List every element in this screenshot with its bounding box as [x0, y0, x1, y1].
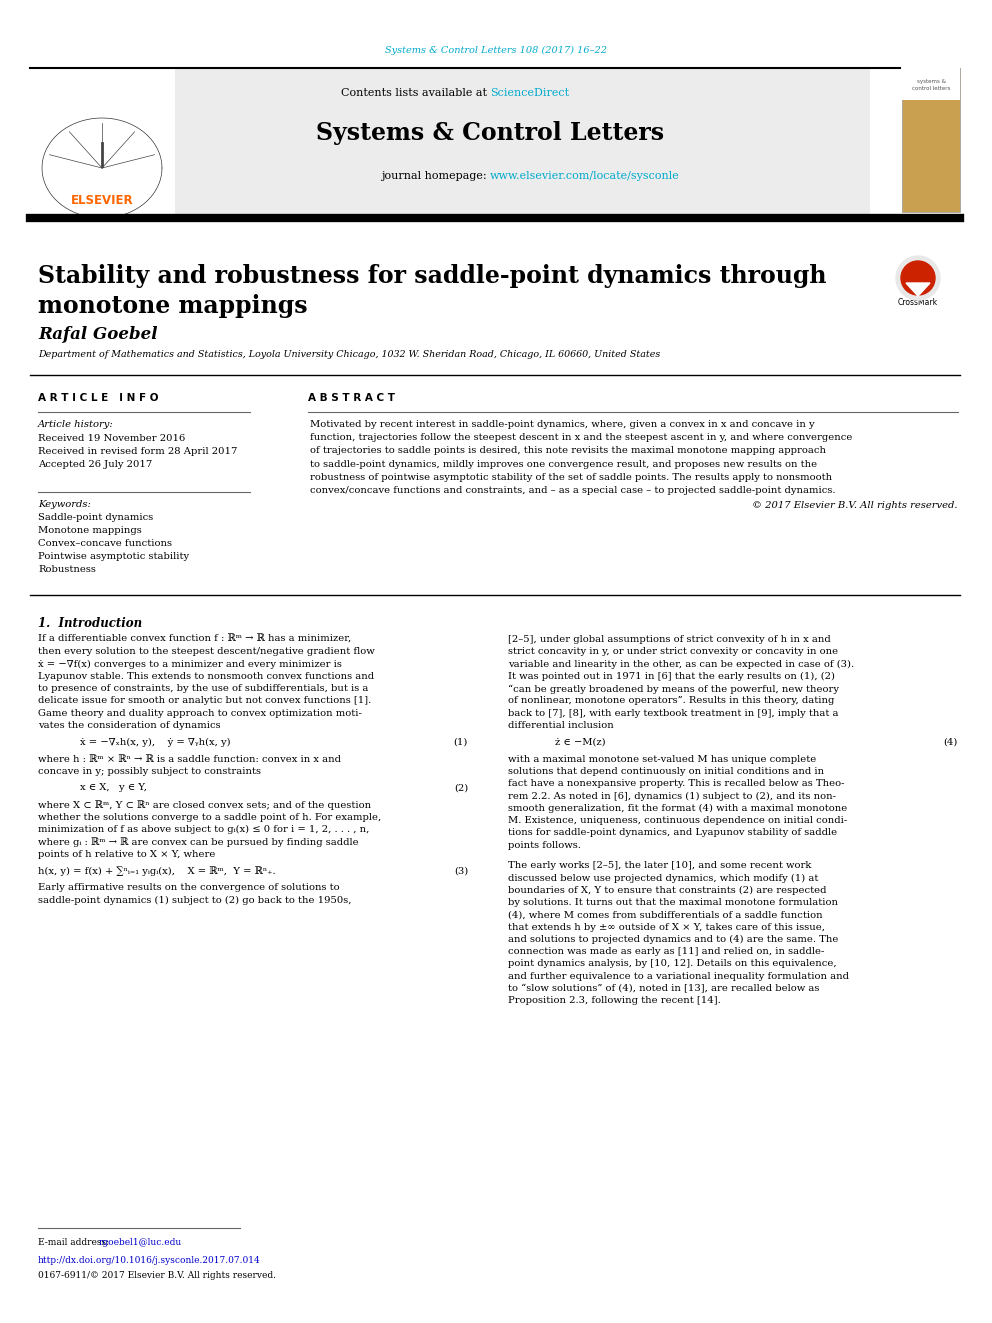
- Text: where X ⊂ ℝᵐ, Y ⊂ ℝⁿ are closed convex sets; and of the question: where X ⊂ ℝᵐ, Y ⊂ ℝⁿ are closed convex s…: [38, 800, 371, 810]
- Text: whether the solutions converge to a saddle point of h. For example,: whether the solutions converge to a sadd…: [38, 812, 381, 822]
- Text: Game theory and duality approach to convex optimization moti-: Game theory and duality approach to conv…: [38, 709, 362, 718]
- Text: with a maximal monotone set-valued M has unique complete: with a maximal monotone set-valued M has…: [508, 754, 816, 763]
- Text: The early works [2–5], the later [10], and some recent work: The early works [2–5], the later [10], a…: [508, 861, 811, 871]
- Text: that extends h by ±∞ outside of X × Y, takes care of this issue,: that extends h by ±∞ outside of X × Y, t…: [508, 922, 825, 931]
- Text: point dynamics analysis, by [10, 12]. Details on this equivalence,: point dynamics analysis, by [10, 12]. De…: [508, 959, 836, 968]
- Text: Early affirmative results on the convergence of solutions to: Early affirmative results on the converg…: [38, 884, 339, 893]
- Text: convex/concave functions and constraints, and – as a special case – to projected: convex/concave functions and constraints…: [310, 486, 835, 495]
- Text: then every solution to the steepest descent/negative gradient flow: then every solution to the steepest desc…: [38, 647, 375, 656]
- Text: © 2017 Elsevier B.V. All rights reserved.: © 2017 Elsevier B.V. All rights reserved…: [752, 501, 957, 511]
- Text: 1.  Introduction: 1. Introduction: [38, 617, 142, 630]
- Text: Article history:: Article history:: [38, 419, 114, 429]
- Text: strict concavity in y, or under strict convexity or concavity in one: strict concavity in y, or under strict c…: [508, 647, 838, 656]
- Bar: [30, 67, 175, 216]
- Text: connection was made as early as [11] and relied on, in saddle-: connection was made as early as [11] and…: [508, 947, 824, 957]
- Text: to saddle-point dynamics, mildly improves one convergence result, and proposes n: to saddle-point dynamics, mildly improve…: [310, 459, 817, 468]
- Text: of trajectories to saddle points is desired, this note revisits the maximal mono: of trajectories to saddle points is desi…: [310, 446, 826, 455]
- Text: (1): (1): [453, 737, 468, 746]
- Text: Convex–concave functions: Convex–concave functions: [38, 538, 172, 548]
- Circle shape: [901, 261, 935, 295]
- Text: differential inclusion: differential inclusion: [508, 721, 614, 730]
- Text: “can be greatly broadened by means of the powerful, new theory: “can be greatly broadened by means of th…: [508, 684, 839, 693]
- Text: concave in y; possibly subject to constraints: concave in y; possibly subject to constr…: [38, 767, 261, 777]
- Text: x ∈ X,   y ∈ Y,: x ∈ X, y ∈ Y,: [80, 783, 147, 792]
- Text: (2): (2): [453, 783, 468, 792]
- Text: ScienceDirect: ScienceDirect: [490, 89, 569, 98]
- Text: Rafal Goebel: Rafal Goebel: [38, 325, 158, 343]
- Text: ẋ = −∇f(x) converges to a minimizer and every minimizer is: ẋ = −∇f(x) converges to a minimizer and …: [38, 660, 342, 668]
- Text: boundaries of X, Y to ensure that constraints (2) are respected: boundaries of X, Y to ensure that constr…: [508, 885, 826, 894]
- Text: saddle-point dynamics (1) subject to (2) go back to the 1950s,: saddle-point dynamics (1) subject to (2)…: [38, 896, 351, 905]
- Text: Motivated by recent interest in saddle-point dynamics, where, given a convex in : Motivated by recent interest in saddle-p…: [310, 419, 814, 429]
- Text: of nonlinear, monotone operators”. Results in this theory, dating: of nonlinear, monotone operators”. Resul…: [508, 696, 834, 705]
- Text: Received 19 November 2016: Received 19 November 2016: [38, 434, 186, 443]
- Text: solutions that depend continuously on initial conditions and in: solutions that depend continuously on in…: [508, 767, 824, 777]
- Text: Accepted 26 July 2017: Accepted 26 July 2017: [38, 460, 152, 468]
- Text: systems &
control letters: systems & control letters: [912, 79, 950, 90]
- Text: Robustness: Robustness: [38, 565, 96, 574]
- Text: www.elsevier.com/locate/sysconle: www.elsevier.com/locate/sysconle: [490, 171, 680, 181]
- Text: fact have a nonexpansive property. This is recalled below as Theo-: fact have a nonexpansive property. This …: [508, 779, 844, 789]
- Text: ẋ = −∇ₓh(x, y),    ẏ = ∇ᵧh(x, y): ẋ = −∇ₓh(x, y), ẏ = ∇ᵧh(x, y): [80, 737, 230, 746]
- Text: A B S T R A C T: A B S T R A C T: [308, 393, 395, 404]
- Text: and further equivalence to a variational inequality formulation and: and further equivalence to a variational…: [508, 972, 849, 980]
- Text: function, trajectories follow the steepest descent in x and the steepest ascent : function, trajectories follow the steepe…: [310, 433, 852, 442]
- Text: vates the consideration of dynamics: vates the consideration of dynamics: [38, 721, 220, 730]
- Text: http://dx.doi.org/10.1016/j.sysconle.2017.07.014: http://dx.doi.org/10.1016/j.sysconle.201…: [38, 1256, 261, 1265]
- Text: Pointwise asymptotic stability: Pointwise asymptotic stability: [38, 552, 189, 561]
- Text: h(x, y) = f(x) + ∑ⁿᵢ₌₁ yᵢgᵢ(x),    X = ℝᵐ,  Y = ℝⁿ₊.: h(x, y) = f(x) + ∑ⁿᵢ₌₁ yᵢgᵢ(x), X = ℝᵐ, …: [38, 867, 276, 876]
- Text: minimization of f as above subject to gᵢ(x) ≤ 0 for i = 1, 2, . . . , n,: minimization of f as above subject to gᵢ…: [38, 826, 369, 835]
- Text: back to [7], [8], with early textbook treatment in [9], imply that a: back to [7], [8], with early textbook tr…: [508, 709, 838, 718]
- Text: (3): (3): [453, 867, 468, 875]
- Text: and solutions to projected dynamics and to (4) are the same. The: and solutions to projected dynamics and …: [508, 935, 838, 945]
- Text: Lyapunov stable. This extends to nonsmooth convex functions and: Lyapunov stable. This extends to nonsmoo…: [38, 672, 374, 681]
- Text: to “slow solutions” of (4), noted in [13], are recalled below as: to “slow solutions” of (4), noted in [13…: [508, 984, 819, 994]
- Text: where h : ℝᵐ × ℝⁿ → ℝ is a saddle function: convex in x and: where h : ℝᵐ × ℝⁿ → ℝ is a saddle functi…: [38, 754, 341, 763]
- Text: [2–5], under global assumptions of strict convexity of h in x and: [2–5], under global assumptions of stric…: [508, 635, 830, 644]
- Text: journal homepage:: journal homepage:: [381, 171, 490, 181]
- Text: (4): (4): [943, 737, 958, 746]
- Text: Department of Mathematics and Statistics, Loyola University Chicago, 1032 W. She: Department of Mathematics and Statistics…: [38, 351, 661, 359]
- Text: Contents lists available at: Contents lists available at: [340, 89, 490, 98]
- Text: CrossMark: CrossMark: [898, 298, 938, 307]
- Text: Keywords:: Keywords:: [38, 500, 91, 509]
- Bar: [30, 67, 870, 216]
- Text: A R T I C L E   I N F O: A R T I C L E I N F O: [38, 393, 159, 404]
- Text: (4), where M comes from subdifferentials of a saddle function: (4), where M comes from subdifferentials…: [508, 910, 822, 919]
- Text: Stability and robustness for saddle-point dynamics through
monotone mappings: Stability and robustness for saddle-poin…: [38, 265, 826, 318]
- Text: tions for saddle-point dynamics, and Lyapunov stability of saddle: tions for saddle-point dynamics, and Lya…: [508, 828, 837, 837]
- Text: E-mail address:: E-mail address:: [38, 1238, 112, 1248]
- Text: If a differentiable convex function f : ℝᵐ → ℝ has a minimizer,: If a differentiable convex function f : …: [38, 635, 351, 644]
- Text: to presence of constraints, by the use of subdifferentials, but is a: to presence of constraints, by the use o…: [38, 684, 368, 693]
- Text: Proposition 2.3, following the recent [14].: Proposition 2.3, following the recent [1…: [508, 996, 721, 1005]
- Text: M. Existence, uniqueness, continuous dependence on initial condi-: M. Existence, uniqueness, continuous dep…: [508, 816, 847, 826]
- Text: Monotone mappings: Monotone mappings: [38, 527, 142, 534]
- Text: 0167-6911/© 2017 Elsevier B.V. All rights reserved.: 0167-6911/© 2017 Elsevier B.V. All right…: [38, 1271, 276, 1279]
- Text: ELSEVIER: ELSEVIER: [70, 193, 133, 206]
- Circle shape: [896, 255, 940, 300]
- Text: points follows.: points follows.: [508, 841, 581, 849]
- Text: ż ∈ −M(z): ż ∈ −M(z): [555, 737, 606, 746]
- Text: Saddle-point dynamics: Saddle-point dynamics: [38, 513, 153, 523]
- Text: rem 2.2. As noted in [6], dynamics (1) subject to (2), and its non-: rem 2.2. As noted in [6], dynamics (1) s…: [508, 791, 836, 800]
- Bar: [902, 67, 960, 212]
- Text: rgoebel1@luc.edu: rgoebel1@luc.edu: [99, 1238, 183, 1248]
- Text: Systems & Control Letters 108 (2017) 16–22: Systems & Control Letters 108 (2017) 16–…: [385, 45, 607, 54]
- Text: variable and linearity in the other, as can be expected in case of (3).: variable and linearity in the other, as …: [508, 660, 854, 668]
- Text: It was pointed out in 1971 in [6] that the early results on (1), (2): It was pointed out in 1971 in [6] that t…: [508, 672, 835, 681]
- Text: by solutions. It turns out that the maximal monotone formulation: by solutions. It turns out that the maxi…: [508, 898, 838, 908]
- Text: delicate issue for smooth or analytic but not convex functions [1].: delicate issue for smooth or analytic bu…: [38, 696, 371, 705]
- Bar: [902, 67, 960, 101]
- Text: Systems & Control Letters: Systems & Control Letters: [315, 120, 664, 146]
- Text: smooth generalization, fit the format (4) with a maximal monotone: smooth generalization, fit the format (4…: [508, 804, 847, 814]
- Text: discussed below use projected dynamics, which modify (1) at: discussed below use projected dynamics, …: [508, 873, 818, 882]
- Text: robustness of pointwise asymptotic stability of the set of saddle points. The re: robustness of pointwise asymptotic stabi…: [310, 472, 832, 482]
- Text: Received in revised form 28 April 2017: Received in revised form 28 April 2017: [38, 447, 237, 456]
- Text: where gᵢ : ℝᵐ → ℝ are convex can be pursued by finding saddle: where gᵢ : ℝᵐ → ℝ are convex can be purs…: [38, 837, 359, 847]
- Text: points of h relative to X × Y, where: points of h relative to X × Y, where: [38, 849, 215, 859]
- Polygon shape: [906, 283, 930, 296]
